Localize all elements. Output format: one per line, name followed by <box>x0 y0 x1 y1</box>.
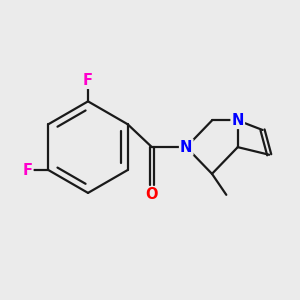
Text: F: F <box>83 73 93 88</box>
Text: N: N <box>232 113 244 128</box>
Text: F: F <box>22 163 32 178</box>
Text: N: N <box>180 140 192 154</box>
Text: O: O <box>146 187 158 202</box>
